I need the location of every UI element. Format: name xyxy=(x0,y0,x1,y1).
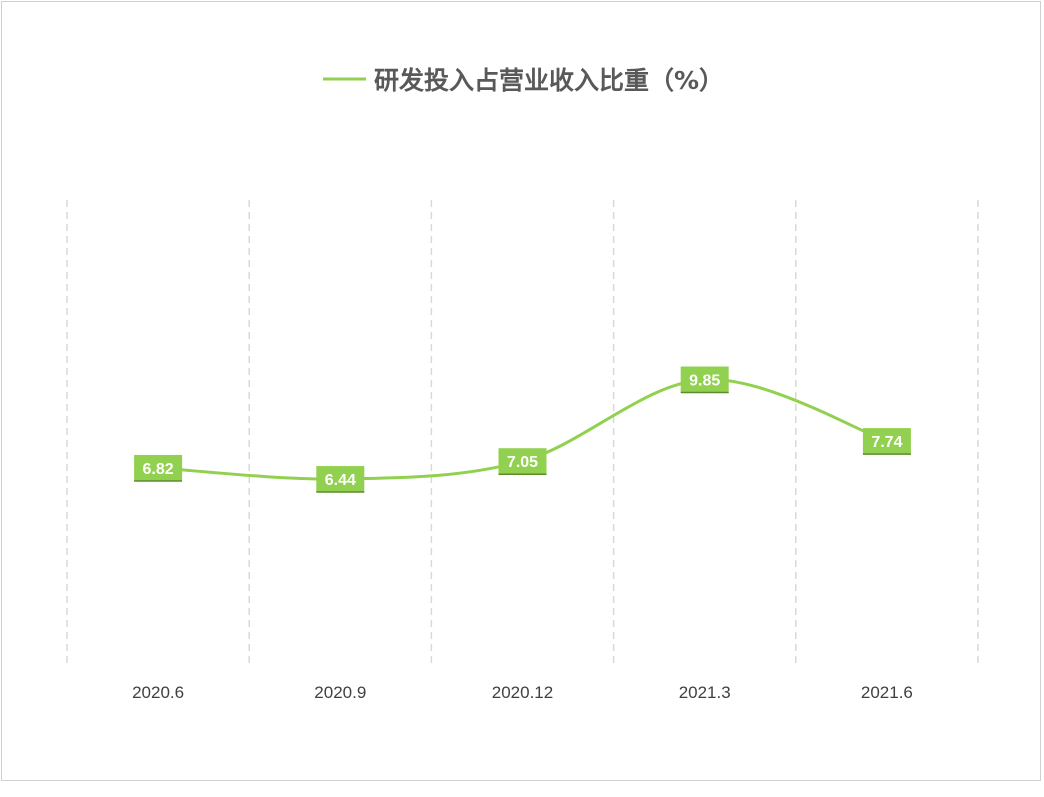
data-label: 6.82 xyxy=(134,454,183,482)
data-label-text: 9.85 xyxy=(689,373,720,390)
data-label-box xyxy=(862,428,911,455)
x-tick-label: 2020.12 xyxy=(492,683,553,702)
data-label-box xyxy=(316,466,365,493)
x-tick-label: 2021.3 xyxy=(679,683,731,702)
legend-label: 研发投入占营业收入比重（%） xyxy=(374,66,724,95)
data-label: 7.74 xyxy=(862,428,911,455)
x-tick-label: 2021.6 xyxy=(861,683,913,702)
data-label: 6.44 xyxy=(316,466,365,493)
chart-frame: 研发投入占营业收入比重（%） 2020.6 2020.9 2020.12 2021.3… xyxy=(1,1,1041,781)
line-chart: 研发投入占营业收入比重（%） 2020.6 2020.9 2020.12 2021.3… xyxy=(66,66,979,702)
data-label: 9.85 xyxy=(680,366,729,394)
data-labels: 6.82 6.44 7.05 9.85 7.74 xyxy=(134,366,911,493)
data-label-text: 7.05 xyxy=(507,454,538,471)
data-label-box xyxy=(134,454,183,481)
data-label: 7.05 xyxy=(498,448,547,475)
data-label-box xyxy=(680,366,729,393)
data-label-box xyxy=(498,448,547,475)
data-label-text: 7.74 xyxy=(871,434,902,451)
gridlines xyxy=(66,200,979,667)
x-tick-label: 2020.6 xyxy=(132,683,184,702)
data-label-text: 6.82 xyxy=(143,461,174,478)
x-axis-tick-labels: 2020.6 2020.9 2020.12 2021.3 2021.6 xyxy=(132,683,913,702)
x-tick-label: 2020.9 xyxy=(314,683,366,702)
data-label-text: 6.44 xyxy=(325,472,356,489)
legend: 研发投入占营业收入比重（%） xyxy=(323,66,724,95)
